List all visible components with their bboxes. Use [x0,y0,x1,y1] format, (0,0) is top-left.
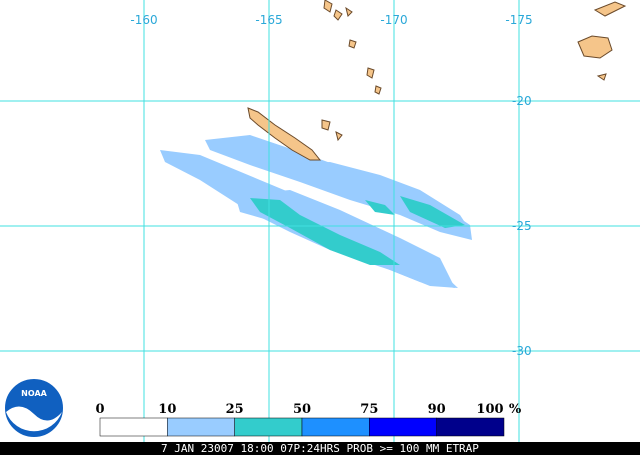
island [345,6,353,17]
legend-label: 0 [95,402,104,417]
legend-label: 10 [158,402,176,417]
island [335,131,343,142]
island [247,107,322,161]
legend-swatch [234,417,303,437]
noaa-logo: NOAA [3,377,65,439]
latitude-label: -30 [512,344,532,358]
swath-high [250,198,400,265]
legend-label: 90 [428,402,446,417]
logo-text: NOAA [21,389,47,398]
latitude-label: -20 [512,94,532,108]
legend-label: 50 [293,402,311,417]
island [374,85,382,95]
island [333,9,343,21]
longitude-label: -175 [505,13,532,27]
legend: 0 10 25 50 75 90 100% [95,402,522,437]
footer-band [0,442,640,455]
land [247,0,627,161]
legend-swatch [369,417,437,437]
island [348,39,357,49]
legend-label: 25 [226,402,244,417]
legend-label: 75 [360,402,378,417]
legend-swatch [301,417,370,437]
swath-high [365,200,395,215]
island [593,1,627,17]
latitude-label: -25 [512,219,532,233]
island [366,67,375,79]
footer-text: 7 JAN 23007 18:00 07P:24HRS PROB >= 100 … [161,442,479,455]
legend-label: 100 [476,402,503,417]
graticule: -160 -165 -170 -175 -20 -25 -30 [0,0,640,442]
probability-swaths [160,135,472,288]
legend-swatch [436,417,505,437]
swath-high [400,196,465,228]
legend-swatch [99,417,168,437]
longitude-label: -165 [255,13,282,27]
legend-swatch [167,417,235,437]
island [577,35,613,59]
legend-unit: % [509,402,522,417]
island [323,0,333,13]
longitude-label: -170 [380,13,407,27]
island [321,119,331,131]
longitude-label: -160 [130,13,157,27]
island [596,73,607,81]
